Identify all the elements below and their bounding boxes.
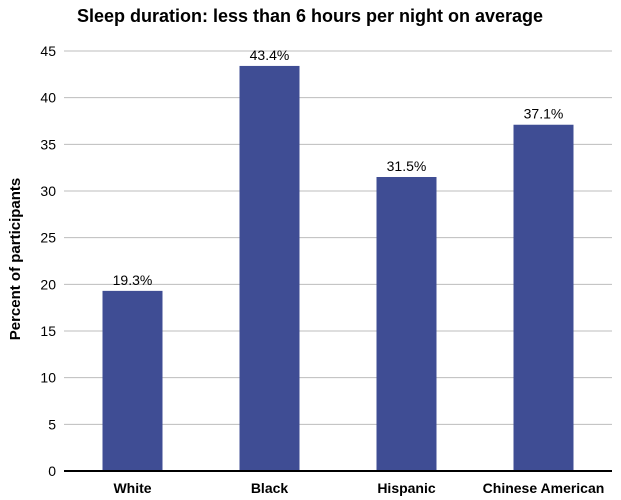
y-tick-label: 0: [48, 463, 56, 479]
chart-title: Sleep duration: less than 6 hours per ni…: [77, 6, 543, 26]
y-tick-label: 20: [40, 276, 56, 292]
y-tick-label: 10: [40, 370, 56, 386]
bars: [102, 65, 574, 471]
bar-chinese-american: [513, 124, 574, 471]
y-tick-label: 25: [40, 230, 56, 246]
data-label: 31.5%: [387, 158, 427, 174]
x-tick-label: Black: [251, 480, 289, 496]
y-tick-label: 5: [48, 416, 56, 432]
y-axis-label: Percent of participants: [7, 178, 24, 341]
y-tick-label: 15: [40, 323, 56, 339]
y-tick-label: 30: [40, 183, 56, 199]
data-labels: 19.3% 43.4% 31.5% 37.1%: [113, 47, 564, 288]
bar-white: [102, 290, 163, 471]
bar-hispanic: [376, 177, 437, 471]
x-tick-label: Chinese American: [483, 480, 605, 496]
y-tick-label: 40: [40, 90, 56, 106]
x-axis-ticks: White Black Hispanic Chinese American: [113, 480, 604, 496]
x-tick-label: Hispanic: [377, 480, 436, 496]
y-tick-label: 45: [40, 43, 56, 59]
y-axis-ticks: 0 5 10 15 20 25 30 35 40 45: [40, 43, 56, 479]
bar-black: [239, 65, 300, 471]
data-label: 43.4%: [250, 47, 290, 63]
data-label: 37.1%: [524, 106, 564, 122]
data-label: 19.3%: [113, 272, 153, 288]
x-tick-label: White: [113, 480, 151, 496]
y-tick-label: 35: [40, 136, 56, 152]
